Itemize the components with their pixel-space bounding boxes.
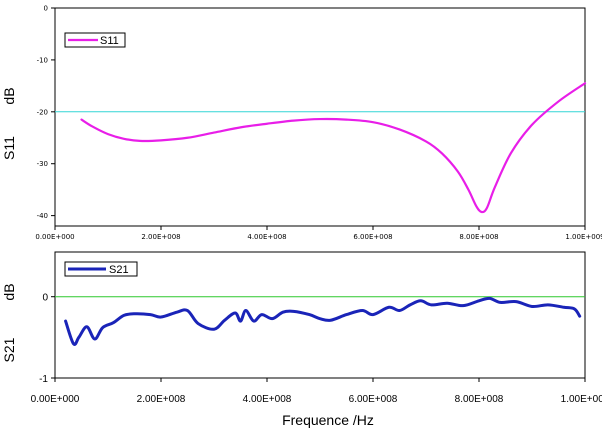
s21-x-tick-label: 1.00E+009 xyxy=(561,394,602,405)
s21-y-tick-label: 0 xyxy=(42,293,48,304)
s11-x-tick-label: 4.00E+008 xyxy=(247,233,286,241)
s11-legend-label: S11 xyxy=(100,35,119,47)
s21-y-tick-label: -1 xyxy=(39,374,48,385)
s11-x-ticks: 0.00E+000 2.00E+008 4.00E+008 6.00E+008 8.00… xyxy=(35,226,602,241)
s11-panel: 0 -10 -20 -30 -40 0.00E+000 2.00E+008 4.00E+00… xyxy=(1,5,602,242)
s21-x-tick-label: 4.00E+008 xyxy=(243,394,292,405)
s11-x-tick-label: 0.00E+000 xyxy=(35,233,74,241)
s11-y-axis-title: S11 xyxy=(1,136,17,160)
s11-plot-frame xyxy=(54,7,586,227)
s11-x-tick-label: 2.00E+008 xyxy=(141,233,180,241)
s11-y-tick-label: -20 xyxy=(37,108,48,116)
s21-panel: 0 -1 0.00E+000 2.00E+008 4.00E+008 6.00E+008… xyxy=(1,251,602,428)
s11-legend: S11 xyxy=(64,32,126,48)
s11-x-tick-label: 8.00E+008 xyxy=(459,233,498,241)
s21-x-tick-label: 6.00E+008 xyxy=(349,394,398,405)
s21-y-ticks: 0 -1 xyxy=(39,293,55,385)
s21-legend-label: S21 xyxy=(109,264,129,276)
s21-x-tick-label: 0.00E+000 xyxy=(31,394,80,405)
s11-y-tick-label: -40 xyxy=(37,212,48,220)
s11-y-tick-label: 0 xyxy=(44,5,48,13)
s11-x-tick-label: 1.00E+009 xyxy=(565,233,602,241)
s21-y-axis-title: S21 xyxy=(1,337,17,362)
s21-series-line xyxy=(64,296,582,346)
s21-y-unit: dB xyxy=(1,283,17,300)
s21-legend: S21 xyxy=(64,261,138,277)
s11-y-tick-label: -30 xyxy=(37,160,48,168)
s11-series-line xyxy=(80,82,587,214)
s11-y-tick-label: -10 xyxy=(37,56,48,64)
s21-x-ticks: 0.00E+000 2.00E+008 4.00E+008 6.00E+008 8.00… xyxy=(31,378,602,405)
s21-x-tick-label: 8.00E+008 xyxy=(455,394,504,405)
s21-x-tick-label: 2.00E+008 xyxy=(137,394,186,405)
s11-x-tick-label: 6.00E+008 xyxy=(353,233,392,241)
s11-y-ticks: 0 -10 -20 -30 -40 xyxy=(37,5,55,220)
s11-y-unit: dB xyxy=(1,87,17,104)
x-axis-title: Frequence /Hz xyxy=(282,412,374,428)
